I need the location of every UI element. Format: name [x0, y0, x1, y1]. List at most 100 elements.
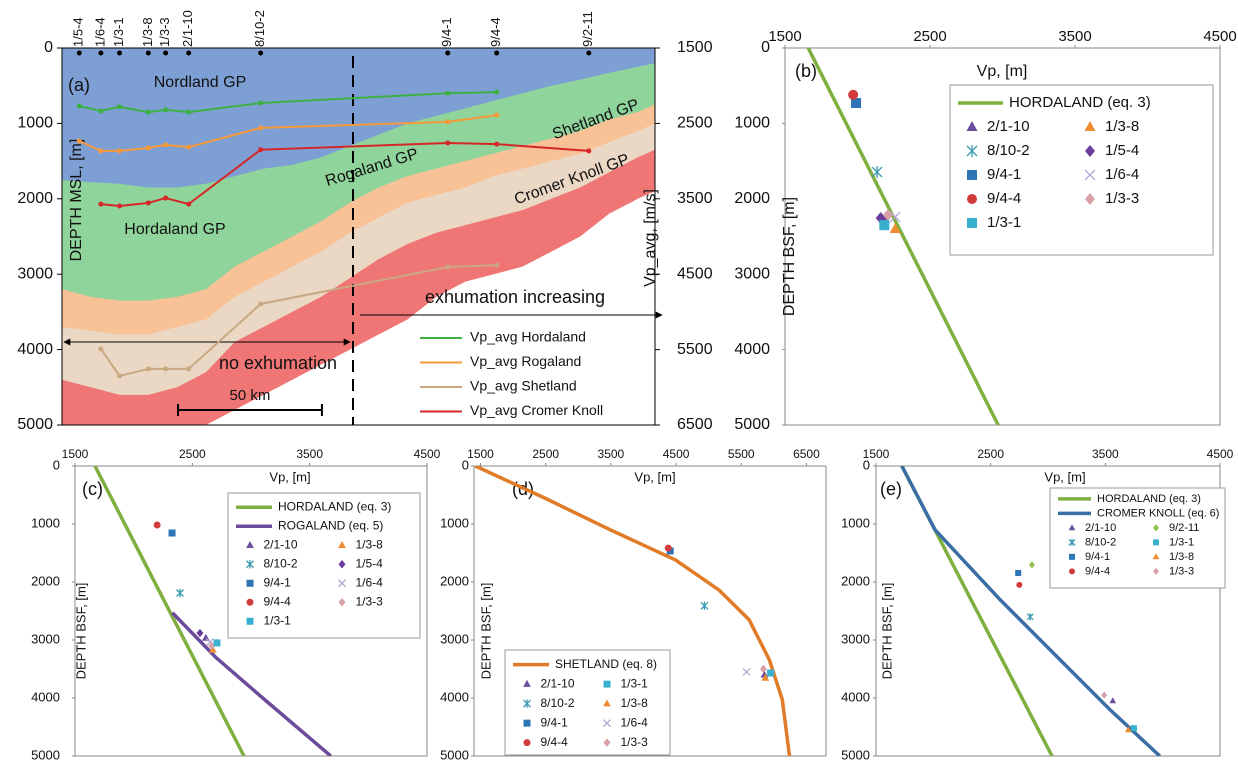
legend-marker	[604, 681, 611, 688]
y-axis-label: DEPTH BSF, [m]	[478, 583, 493, 680]
legend-label: 9/4-4	[541, 735, 569, 749]
y-tick-label: 1000	[31, 515, 60, 530]
legend-label: 1/3-1	[987, 214, 1021, 231]
x-tick-label: 1500	[467, 447, 494, 461]
y-tick-label: 0	[53, 457, 60, 472]
y-tick-label: 3000	[841, 631, 870, 646]
legend-label: 8/10-2	[987, 142, 1030, 159]
legend-label: 1/3-1	[1169, 536, 1194, 548]
x-tick-label: 2500	[977, 447, 1004, 461]
legend-label: 8/10-2	[1085, 536, 1116, 548]
x-tick-label: 3500	[598, 447, 625, 461]
well-marker	[163, 51, 168, 56]
x-tick-label: 1500	[768, 28, 801, 45]
legend-marker	[524, 720, 531, 727]
x-tick-label: 6500	[793, 447, 820, 461]
y-tick-label: 5000	[17, 416, 53, 433]
vp-marker	[98, 346, 103, 351]
well-marker	[146, 51, 151, 56]
y-tick-label: 3000	[440, 631, 469, 646]
y-tick-label: 1000	[734, 115, 770, 132]
legend-label: Vp_avg Hordaland	[470, 329, 586, 345]
vp-marker	[117, 148, 122, 153]
point	[1016, 582, 1022, 588]
legend-marker	[247, 580, 254, 587]
legend-label: 1/3-1	[621, 676, 649, 690]
y2-tick-label: 6500	[677, 416, 713, 433]
legend-marker	[967, 218, 977, 228]
legend-label: 9/2-11	[1169, 522, 1199, 534]
vp-marker	[146, 366, 151, 371]
x-tick-label: 2500	[179, 447, 206, 461]
legend-marker	[1153, 539, 1159, 545]
y-tick-label: 5000	[440, 747, 469, 761]
legend-label: 9/4-4	[987, 190, 1021, 207]
legend-label: 2/1-10	[541, 676, 575, 690]
y-axis-label: DEPTH MSL, [m]	[68, 139, 85, 262]
legend-label: 1/3-8	[1169, 551, 1194, 563]
y-tick-label: 1000	[440, 515, 469, 530]
vp-marker	[494, 263, 499, 268]
x-tick-label: 1500	[62, 447, 89, 461]
x-tick-label: 5500	[728, 447, 755, 461]
vp-marker	[494, 142, 499, 147]
x-tick-label: 4500	[414, 447, 441, 461]
legend-label: 1/5-4	[356, 556, 384, 570]
y-tick-label: 4000	[17, 341, 53, 358]
vp-marker	[163, 366, 168, 371]
legend-marker	[967, 194, 977, 204]
vp-marker	[117, 104, 122, 109]
scale-bar-label: 50 km	[230, 387, 271, 404]
well-label: 1/3-8	[140, 17, 155, 47]
legend-marker	[967, 170, 977, 180]
point	[213, 639, 220, 646]
x-tick-label: 4500	[1207, 447, 1234, 461]
legend-label: Vp_avg Rogaland	[470, 353, 581, 369]
layer-label: Nordland GP	[154, 74, 247, 91]
legend-label: 1/3-3	[1169, 565, 1194, 577]
well-marker	[445, 51, 450, 56]
vp-marker	[445, 265, 450, 270]
panel-label: (b)	[795, 61, 817, 81]
vp-marker	[117, 203, 122, 208]
vp-marker	[163, 142, 168, 147]
vp-marker	[445, 119, 450, 124]
x-tick-label: 4500	[663, 447, 690, 461]
y-tick-label: 2000	[31, 573, 60, 588]
y-tick-label: 4000	[841, 689, 870, 704]
well-marker	[586, 51, 591, 56]
legend-label: 1/3-8	[1105, 118, 1139, 135]
y-tick-label: 3000	[31, 631, 60, 646]
well-marker	[98, 51, 103, 56]
layer-label: Hordaland GP	[124, 221, 225, 238]
y2-tick-label: 5500	[677, 341, 713, 358]
vp-marker	[146, 145, 151, 150]
legend-label: 2/1-10	[1085, 522, 1116, 534]
vp-marker	[586, 148, 591, 153]
y-tick-label: 5000	[734, 416, 770, 433]
page: {"chart_data": [ {"type": "section", "la…	[0, 0, 1238, 761]
legend-label: 2/1-10	[987, 118, 1030, 135]
y2-tick-label: 1500	[677, 39, 713, 56]
legend-label: ROGALAND (eq. 5)	[278, 518, 383, 532]
vp-marker	[146, 110, 151, 115]
well-label: 9/4-1	[439, 17, 454, 47]
x-axis-label: Vp, [m]	[977, 63, 1028, 80]
well-label: 1/5-4	[71, 17, 86, 47]
y-tick-label: 4000	[440, 689, 469, 704]
vp-marker	[494, 113, 499, 118]
legend-label: 1/6-4	[356, 575, 384, 589]
legend-marker	[524, 739, 531, 746]
y2-tick-label: 4500	[677, 265, 713, 282]
vp-marker	[163, 107, 168, 112]
vp-marker	[98, 202, 103, 207]
annotation: exhumation increasing	[425, 287, 605, 307]
y-tick-label: 0	[462, 457, 469, 472]
y-tick-label: 2000	[734, 190, 770, 207]
point	[1015, 570, 1021, 576]
well-label: 9/4-4	[488, 17, 503, 47]
legend-box	[228, 493, 420, 638]
well-marker	[77, 51, 82, 56]
annotation: no exhumation	[219, 353, 337, 373]
vp-marker	[445, 91, 450, 96]
